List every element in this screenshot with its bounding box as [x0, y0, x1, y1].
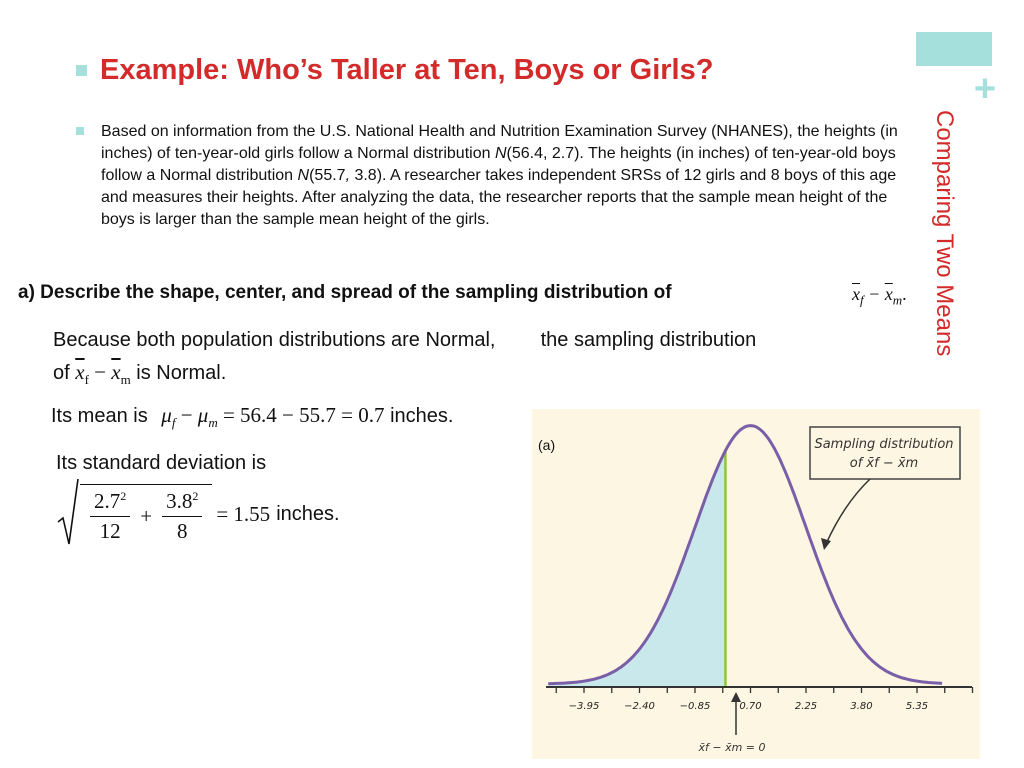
annotation-line-2: of x̄f − x̄m — [850, 456, 918, 471]
text-run: inches. — [390, 405, 454, 427]
fraction-boys: 3.82 8 — [162, 489, 203, 544]
arrow-head — [731, 692, 741, 702]
math-num: 2.7 — [94, 489, 121, 513]
radicand: 2.72 12 + 3.82 8 — [80, 484, 213, 544]
x-tick-label: 5.35 — [906, 701, 928, 712]
math-sub: m — [208, 415, 218, 431]
x-tick-label: −3.95 — [569, 701, 600, 712]
math-mu: μ — [161, 403, 172, 427]
sd-label: Its standard deviation is — [56, 452, 267, 474]
math-op: + — [140, 504, 153, 528]
math-den: 12 — [99, 519, 121, 543]
text-run: Because both population distributions ar… — [53, 329, 496, 351]
accent-block — [916, 32, 992, 66]
zero-label: x̄f − x̄m = 0 — [697, 741, 765, 754]
math-den: 8 — [176, 519, 188, 543]
fraction-girls: 2.72 12 — [90, 489, 131, 544]
sd-formula: 2.72 12 + 3.82 8 = 1.55 inches. — [56, 478, 340, 550]
density-curve — [548, 424, 943, 686]
x-tick-label: 0.70 — [739, 701, 761, 712]
section-title: Comparing Two Means — [931, 110, 958, 357]
text-run: of — [53, 362, 70, 384]
x-tick-label: 3.80 — [850, 701, 872, 712]
problem-statement: Based on information from the U.S. Natio… — [76, 121, 906, 231]
annotation-line-1: Sampling distribution — [814, 437, 953, 452]
math-sub: f — [860, 292, 864, 308]
math-exp: 2 — [120, 489, 127, 503]
shape-line-2: of xf − xm is Normal. — [53, 360, 226, 388]
slide-title: Example: Who’s Taller at Ten, Boys or Gi… — [100, 54, 714, 86]
text-run: is Normal. — [136, 362, 227, 384]
math-op: . — [902, 284, 907, 304]
panel-label: (a) — [538, 437, 555, 453]
text-run: (56.4, 2.7). The heights (in inches) of … — [101, 145, 896, 184]
math-sub: f — [84, 372, 89, 388]
slide-title-row: Example: Who’s Taller at Ten, Boys or Gi… — [76, 54, 713, 87]
math-sub: m — [892, 292, 903, 308]
normal-curve-chart: −3.95 −2.40 −0.85 0.70 2.25 3.80 5.35 (a) Samp… — [538, 424, 974, 754]
arrow-head — [821, 538, 831, 550]
math-op: − — [180, 403, 193, 427]
math-mu: μ — [197, 403, 209, 427]
math-result: = 1.55 — [216, 501, 271, 526]
text-run: , — [345, 167, 351, 184]
math-x: x — [884, 284, 893, 304]
bullet-icon — [76, 127, 84, 135]
math-op: − — [868, 284, 881, 304]
math-x: x — [852, 284, 860, 304]
math-exp: 2 — [192, 489, 199, 503]
math-sub: m — [120, 372, 131, 388]
x-tick-label: −0.85 — [680, 701, 711, 712]
math-num: 3.8 — [166, 489, 193, 513]
sampling-distribution-figure: −3.95 −2.40 −0.85 0.70 2.25 3.80 5.35 (a) Samp… — [532, 409, 980, 759]
math-op: − — [94, 360, 107, 384]
text-run: 3.8). A researcher takes independent SRS… — [101, 167, 897, 228]
annotation-box — [809, 426, 961, 480]
problem-text: Based on information from the U.S. Natio… — [101, 121, 906, 231]
plus-icon: + — [973, 68, 997, 110]
x-tick-label: 2.25 — [795, 701, 817, 712]
mean-line: Its mean is μf − μm = 56.4 − 55.7 = 0.7 … — [51, 403, 453, 431]
x-ticks: −3.95 −2.40 −0.85 0.70 2.25 3.80 5.35 — [555, 687, 974, 712]
bullet-icon — [76, 65, 87, 76]
text-run: (55.7 — [309, 167, 346, 184]
text-run: Based on information from the U.S. Natio… — [101, 123, 898, 162]
text-run: N — [297, 167, 310, 184]
x-tick-label: −2.40 — [624, 701, 655, 712]
text-run: the sampling distribution — [540, 329, 757, 351]
question-a: a) Describe the shape, center, and sprea… — [18, 282, 672, 303]
text-run: Its mean is — [51, 405, 148, 427]
math-sub: f — [171, 415, 176, 431]
shaded-area — [548, 450, 726, 687]
text-run: inches. — [276, 502, 340, 525]
question-expression: xf − xm. — [852, 284, 907, 309]
shape-line-1: Because both population distributions ar… — [53, 329, 756, 352]
annotation-arrow — [825, 478, 871, 545]
text-run: N — [494, 145, 507, 162]
math-op: = 56.4 − 55.7 = 0.7 — [222, 403, 385, 427]
radical-sign — [57, 478, 79, 545]
math-x: x — [75, 360, 85, 384]
math-x: x — [111, 360, 121, 384]
